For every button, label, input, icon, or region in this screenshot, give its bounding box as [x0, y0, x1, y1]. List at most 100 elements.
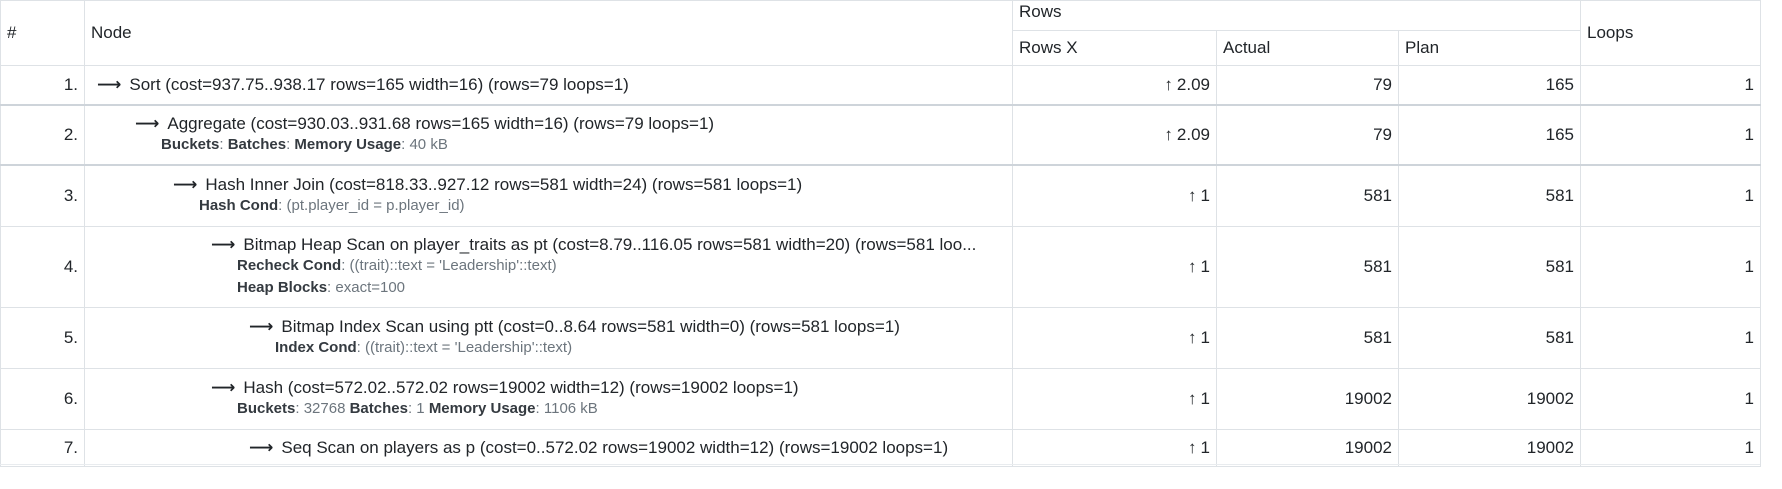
node-label: Sort (cost=937.75..938.17 rows=165 width… [129, 75, 629, 94]
row-node[interactable]: ⟶ Aggregate (cost=930.03..931.68 rows=165… [84, 104, 1013, 166]
arrow-right-icon: ⟶ [249, 317, 274, 336]
node-detail: Buckets: 32768 Batches: 1 Memory Usage: … [237, 400, 598, 417]
detail-label: Memory Usage [294, 136, 402, 153]
detail-value: (pt.player_id = p.player_id) [286, 197, 465, 214]
row-rows-x: ↑ 1 [1012, 429, 1217, 467]
table-row[interactable]: 4. ⟶ Bitmap Heap Scan on player_traits as… [0, 226, 1762, 308]
arrow-right-icon: ⟶ [211, 378, 236, 397]
node-label: Bitmap Heap Scan on player_traits as pt … [243, 235, 977, 254]
row-loops: 1 [1580, 226, 1762, 308]
node-label: Seq Scan on players as p (cost=0..572.02… [281, 438, 949, 457]
rows-x-value: 1 [1200, 186, 1210, 205]
row-actual: 79 [1216, 65, 1399, 106]
node-label: Hash Inner Join (cost=818.33..927.12 row… [205, 175, 803, 194]
column-header-index[interactable]: # [0, 0, 85, 66]
row-plan: 19002 [1397, 368, 1582, 430]
rows-x-value: 2.09 [1176, 75, 1210, 94]
row-plan: 581 [1397, 164, 1582, 227]
arrow-up-icon: ↑ [1188, 328, 1197, 347]
plan-table-body: 1. ⟶ Sort (cost=937.75..938.17 rows=165 w… [0, 65, 1762, 467]
rows-x-value: 1 [1200, 257, 1210, 276]
node-label: Aggregate (cost=930.03..931.68 rows=165 … [167, 114, 715, 133]
detail-value: 40 kB [409, 136, 448, 153]
row-node[interactable]: ⟶ Seq Scan on players as p (cost=0..572.0… [84, 429, 1013, 467]
detail-label: Hash Cond [199, 197, 279, 214]
row-plan: 581 [1397, 307, 1582, 369]
rows-x-value: 1 [1200, 328, 1210, 347]
column-header-loops[interactable]: Loops [1580, 0, 1762, 66]
row-rows-x: ↑ 2.09 [1012, 104, 1217, 166]
column-header-node-label: Node [91, 23, 132, 42]
column-header-actual-label: Actual [1223, 38, 1271, 57]
column-header-plan-label: Plan [1405, 38, 1440, 57]
table-row[interactable]: 6. ⟶ Hash (cost=572.02..572.02 rows=19002… [0, 368, 1762, 430]
arrow-right-icon: ⟶ [173, 175, 198, 194]
column-header-rows-x-label: Rows X [1019, 38, 1078, 57]
row-rows-x: ↑ 1 [1012, 164, 1217, 227]
row-index: 3. [0, 164, 85, 227]
row-loops: 1 [1580, 429, 1762, 467]
table-row[interactable]: 5. ⟶ Bitmap Index Scan using ptt (cost=0.… [0, 307, 1762, 369]
node-label: Bitmap Index Scan using ptt (cost=0..8.6… [281, 317, 900, 336]
row-node[interactable]: ⟶ Hash Inner Join (cost=818.33..927.12 ro… [84, 164, 1013, 227]
detail-label: Heap Blocks [237, 279, 328, 296]
row-plan: 165 [1397, 65, 1582, 106]
row-plan: 581 [1397, 226, 1582, 308]
row-index: 1. [0, 65, 85, 106]
rows-x-value: 1 [1200, 389, 1210, 408]
arrow-up-icon: ↑ [1188, 389, 1197, 408]
row-actual: 19002 [1216, 368, 1399, 430]
row-loops: 1 [1580, 368, 1762, 430]
row-index: 4. [0, 226, 85, 308]
column-header-actual[interactable]: Actual [1216, 30, 1399, 66]
row-rows-x: ↑ 1 [1012, 307, 1217, 369]
table-row[interactable]: 1. ⟶ Sort (cost=937.75..938.17 rows=165 w… [0, 65, 1762, 106]
row-rows-x: ↑ 1 [1012, 368, 1217, 430]
row-actual: 581 [1216, 226, 1399, 308]
row-index: 7. [0, 429, 85, 467]
table-bottom-divider [0, 464, 1760, 465]
detail-value: 32768 [303, 400, 346, 417]
row-plan: 165 [1397, 104, 1582, 166]
column-header-plan[interactable]: Plan [1397, 30, 1582, 66]
detail-value: 1106 kB [543, 400, 598, 417]
row-node[interactable]: ⟶ Hash (cost=572.02..572.02 rows=19002 wi… [84, 368, 1013, 430]
row-index: 2. [0, 104, 85, 166]
row-rows-x: ↑ 2.09 [1012, 65, 1217, 106]
row-node[interactable]: ⟶ Bitmap Index Scan using ptt (cost=0..8.… [84, 307, 1013, 369]
table-row[interactable]: 2. ⟶ Aggregate (cost=930.03..931.68 rows=… [0, 104, 1762, 166]
table-row[interactable]: 3. ⟶ Hash Inner Join (cost=818.33..927.12… [0, 164, 1762, 227]
column-header-node[interactable]: Node [84, 0, 1013, 66]
row-node[interactable]: ⟶ Sort (cost=937.75..938.17 rows=165 widt… [84, 65, 1013, 106]
detail-label: Batches [349, 400, 408, 417]
row-index: 5. [0, 307, 85, 369]
arrow-up-icon: ↑ [1188, 257, 1197, 276]
node-detail: Buckets: Batches: Memory Usage: 40 kB [161, 136, 448, 153]
plan-table-header: # Node Rows Loops Rows X Actual Plan [0, 0, 1762, 66]
arrow-up-icon: ↑ [1164, 125, 1173, 144]
row-rows-x: ↑ 1 [1012, 226, 1217, 308]
row-node[interactable]: ⟶ Bitmap Heap Scan on player_traits as pt… [84, 226, 1013, 308]
rows-x-value: 1 [1200, 438, 1210, 457]
arrow-right-icon: ⟶ [211, 235, 236, 254]
column-header-rows-x[interactable]: Rows X [1012, 30, 1217, 66]
detail-label: Buckets [237, 400, 296, 417]
node-detail: Heap Blocks: exact=100 [237, 279, 406, 296]
column-group-rows-label: Rows [1019, 2, 1062, 21]
arrow-up-icon: ↑ [1164, 75, 1173, 94]
rows-x-value: 2.09 [1176, 125, 1210, 144]
row-actual: 581 [1216, 307, 1399, 369]
arrow-right-icon: ⟶ [97, 75, 122, 94]
row-loops: 1 [1580, 104, 1762, 166]
row-loops: 1 [1580, 307, 1762, 369]
arrow-right-icon: ⟶ [249, 438, 274, 457]
detail-value: ((trait)::text = 'Leadership'::text) [349, 257, 557, 274]
detail-label: Memory Usage [428, 400, 536, 417]
node-detail: Index Cond: ((trait)::text = 'Leadership… [275, 339, 573, 356]
column-header-index-label: # [7, 23, 17, 42]
detail-label: Batches [227, 136, 287, 153]
table-row[interactable]: 7. ⟶ Seq Scan on players as p (cost=0..57… [0, 429, 1762, 467]
arrow-up-icon: ↑ [1188, 186, 1197, 205]
detail-value: ((trait)::text = 'Leadership'::text) [365, 339, 573, 356]
